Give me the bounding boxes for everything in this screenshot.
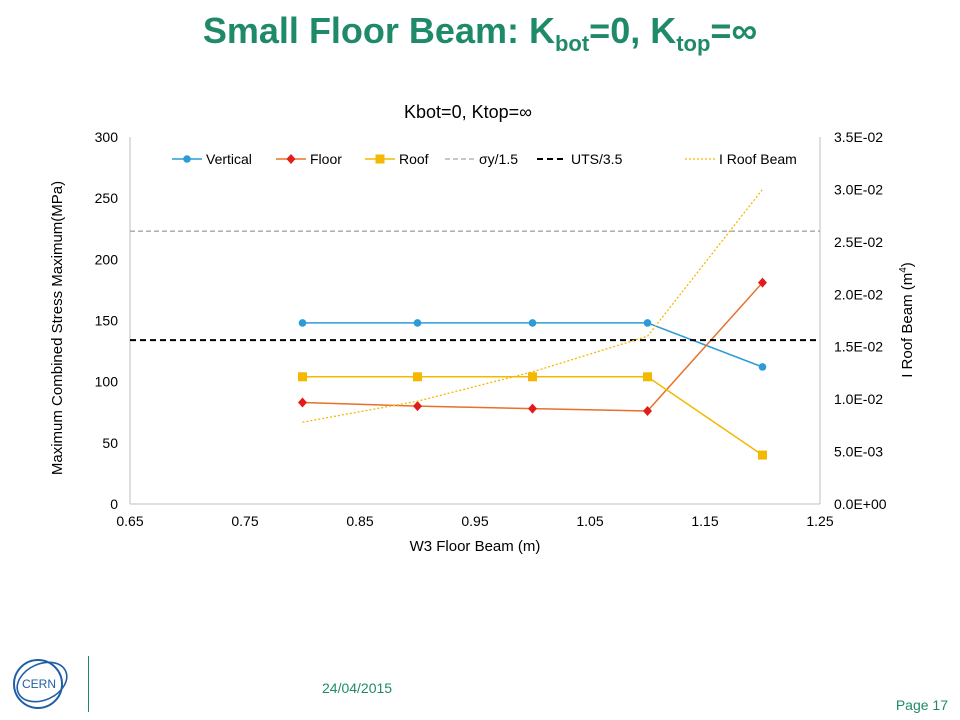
x-tick-label: 1.15 — [691, 513, 718, 529]
y2-tick-label: 1.5E-02 — [834, 339, 883, 355]
legend-item: I Roof Beam — [685, 151, 797, 167]
page-number: Page 17 — [895, 697, 948, 713]
series-line — [302, 376, 763, 456]
legend-marker — [183, 155, 191, 163]
legend-label: Roof — [399, 151, 429, 167]
data-point — [528, 372, 537, 382]
plot-area — [130, 137, 820, 504]
y2-tick-label: 2.5E-02 — [834, 234, 883, 250]
legend-label: Vertical — [206, 151, 252, 167]
data-point — [643, 319, 652, 327]
data-point — [758, 450, 767, 460]
data-point — [413, 401, 422, 412]
legend-item: Floor — [276, 151, 342, 167]
y-tick-label: 300 — [95, 129, 119, 145]
data-point — [298, 319, 307, 327]
y-tick-label: 50 — [102, 435, 118, 451]
slide-title: Small Floor Beam: Kbot=0, Ktop=∞ — [202, 10, 758, 56]
footer-date: 24/04/2015 — [322, 680, 393, 696]
data-point — [298, 372, 307, 382]
data-point — [643, 372, 652, 382]
x-axis-label: W3 Floor Beam (m) — [410, 538, 541, 555]
series-roof — [298, 372, 767, 460]
legend-label: Floor — [310, 151, 342, 167]
x-tick-label: 0.75 — [231, 513, 258, 529]
y2-tick-label: 0.0E+00 — [834, 496, 887, 512]
data-point — [528, 403, 537, 414]
legend-item: UTS/3.5 — [537, 151, 623, 167]
footer-divider — [88, 656, 89, 712]
cern-logo: CERN — [13, 659, 68, 709]
y-tick-label: 200 — [95, 251, 119, 267]
legend-marker — [375, 154, 385, 164]
chart-title: Kbot=0, Ktop=∞ — [404, 102, 532, 122]
x-tick-label: 1.05 — [576, 513, 603, 529]
y2-axis-label: I Roof Beam (m4) — [898, 262, 916, 378]
series-line — [302, 188, 764, 423]
svg-text:CERN: CERN — [22, 677, 56, 691]
y-axis-label: Maximum Combined Stress Maximum(MPa) — [49, 181, 66, 475]
series-i-roof-beam — [302, 188, 764, 423]
chart: Kbot=0, Ktop=∞ 0.65 0.75 0.85 0.95 1.05 1.15 1… — [49, 102, 916, 555]
legend-label: σy/1.5 — [479, 151, 518, 167]
series-line — [302, 282, 764, 412]
y-tick-label: 250 — [95, 190, 119, 206]
series-vertical — [298, 319, 767, 371]
legend-item: Vertical — [172, 151, 252, 167]
series-floor — [298, 277, 767, 417]
x-tick-label: 1.25 — [806, 513, 833, 529]
legend-item: Roof — [365, 151, 429, 167]
data-point — [413, 372, 422, 382]
y-tick-label: 100 — [95, 374, 119, 390]
y2-tick-label: 2.0E-02 — [834, 286, 883, 302]
y2-tick-label: 5.0E-03 — [834, 444, 883, 460]
legend-item: σy/1.5 — [445, 151, 518, 167]
data-point — [758, 277, 767, 288]
legend-label: I Roof Beam — [719, 151, 797, 167]
data-point — [758, 363, 767, 371]
y2-tick-label: 1.0E-02 — [834, 391, 883, 407]
x-tick-label: 0.95 — [461, 513, 488, 529]
legend-label: UTS/3.5 — [571, 151, 623, 167]
legend-marker — [286, 154, 296, 164]
x-tick-label: 0.65 — [116, 513, 143, 529]
data-point — [413, 319, 422, 327]
y-tick-label: 0 — [110, 496, 118, 512]
data-point — [298, 397, 307, 408]
data-point — [643, 406, 652, 417]
x-tick-label: 0.85 — [346, 513, 373, 529]
y2-tick-label: 3.5E-02 — [834, 129, 883, 145]
data-point — [528, 319, 537, 327]
y2-tick-label: 3.0E-02 — [834, 181, 883, 197]
y-tick-label: 150 — [95, 313, 119, 329]
